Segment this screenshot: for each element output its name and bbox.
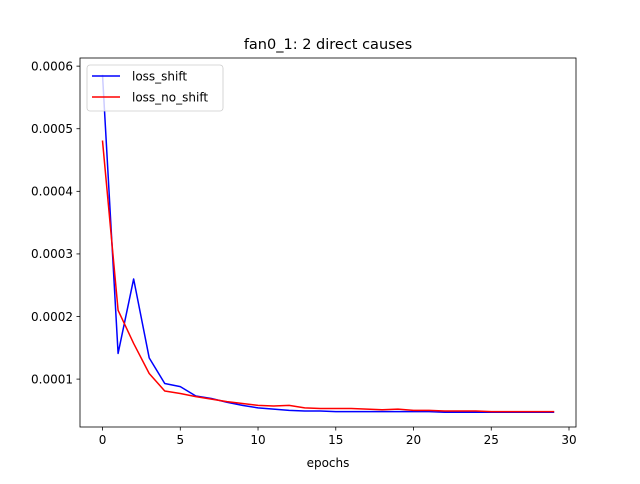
y-tick-label: 0.0003	[31, 247, 73, 261]
x-axis-label: epochs	[307, 456, 350, 470]
series-line-loss_no_shift	[101, 140, 555, 413]
y-tick-label: 0.0002	[31, 310, 73, 324]
y-tick-label: 0.0006	[31, 59, 73, 73]
x-tick-label: 30	[561, 433, 576, 447]
y-tick-label: 0.0004	[31, 185, 73, 199]
plot-frame	[79, 57, 577, 428]
x-tick-label: 5	[176, 433, 184, 447]
x-tick-label: 20	[406, 433, 421, 447]
y-tick-label: 0.0005	[31, 122, 73, 136]
legend-label-loss_shift: loss_shift	[132, 69, 187, 83]
legend-box	[86, 64, 224, 112]
legend: loss_shift loss_no_shift	[86, 64, 224, 112]
series-line-loss_shift	[101, 74, 555, 414]
y-tick-label: 0.0001	[31, 372, 73, 386]
x-tick-label: 25	[484, 433, 499, 447]
x-tick-label: 10	[250, 433, 265, 447]
plot-area: 0 5 10 15 20 25 30 0.0001 0.0002 0.0003 0.0004 0.00…	[31, 57, 577, 447]
x-tick-label: 15	[328, 433, 343, 447]
legend-label-loss_no_shift: loss_no_shift	[132, 90, 208, 104]
chart-title: fan0_1: 2 direct causes	[244, 37, 412, 53]
x-tick-label: 0	[99, 433, 107, 447]
